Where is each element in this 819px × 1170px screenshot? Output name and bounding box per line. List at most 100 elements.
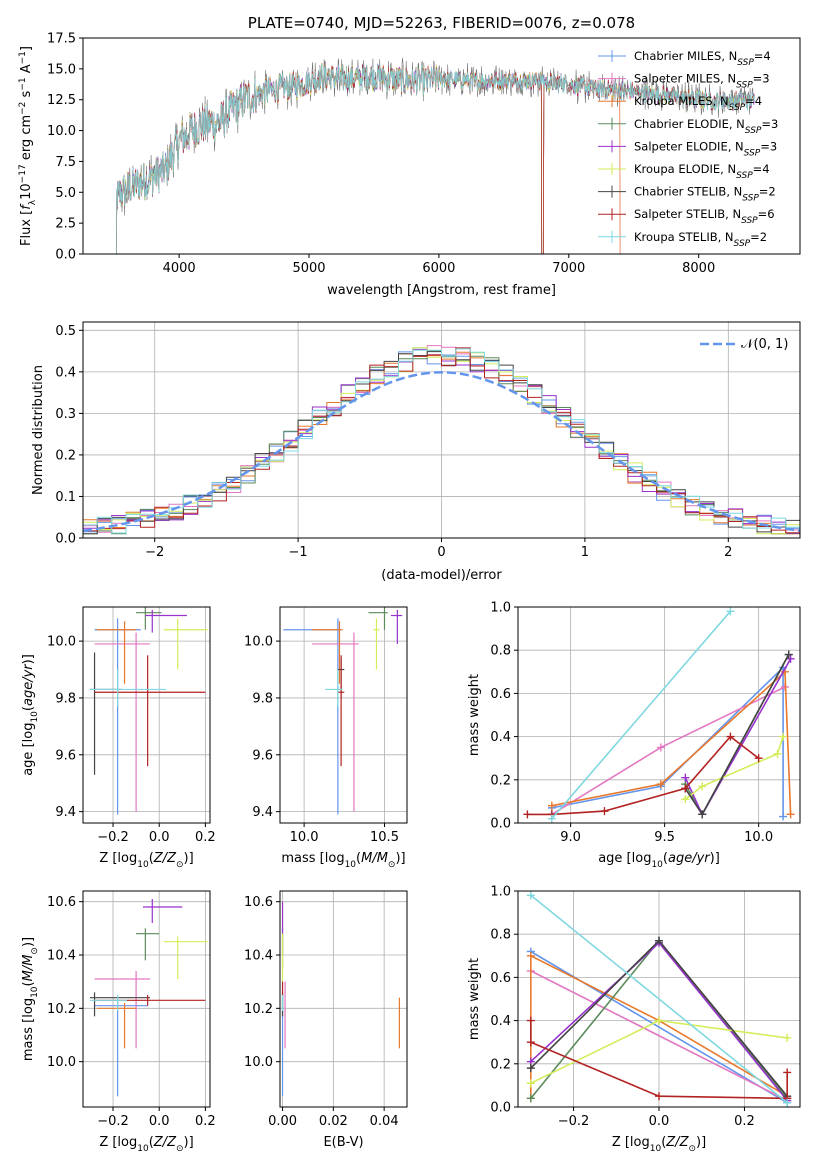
spectrum-ytick-label: 0.0 [55,248,76,263]
errorbar-6-xtick-label: 0.04 [370,1114,399,1129]
massweight-marker [783,1068,792,1077]
massweight-marker [783,1033,792,1042]
errorbar-xlabel: mass [log10(M/M⊙)] [281,851,405,870]
massweight-marker [547,801,556,810]
histogram-plot-area [83,345,800,535]
errorbar-6-ytick-label: 10.6 [244,895,273,910]
massweight-plot-area [523,607,795,823]
massweight-series-line [551,665,784,817]
massweight-ylabel: mass weight [467,674,482,756]
legend-label: Chabrier MILES, NSSP=4 [634,49,771,68]
massweight-7-xtick-label: 0.0 [649,1114,670,1129]
errorbar-3-ytick-label: 9.6 [252,748,273,763]
errorbar-6-ytick-label: 10.4 [244,949,273,964]
massweight-series-line [530,894,788,1104]
errorbar-3-ytick-label: 9.8 [252,691,273,706]
massweight-marker [681,784,690,793]
spectrum-ytick-label: 7.5 [55,155,76,170]
histogram-xtick-label: 2 [724,545,732,560]
spectrum-ytick-label: 5.0 [55,186,76,201]
normal-distribution-curve [83,371,800,532]
massweight-series-line [684,654,790,817]
massweight-marker [754,754,763,763]
massweight-series-line [527,735,760,816]
spectrum-ytick-label: 15.0 [47,62,76,77]
legend-label: 𝒩(0, 1) [741,337,788,352]
errorbar-5-xtick-label: 0.0 [149,1114,170,1129]
massweight-marker [655,1016,663,1025]
errorbar-5-ytick-label: 10.6 [47,895,76,910]
errorbar-5-ytick-label: 10.0 [47,1055,76,1070]
massweight-marker [656,780,665,789]
massweight-7-xtick-label: 0.2 [734,1114,755,1129]
errorbar-xlabel: E(B-V) [323,1135,363,1150]
massweight-marker [547,814,556,823]
spectrum-ytick-label: 12.5 [47,93,76,108]
errorbar-2-ytick-label: 9.4 [55,805,76,820]
errorbar-2-xtick-label: −0.2 [97,830,129,845]
massweight-series-line [684,654,790,816]
massweight-marker [779,732,788,741]
histogram-ylabel: Normed distribution [31,365,46,495]
massweight-axes-frame [517,606,801,824]
legend-label: Chabrier STELIB, NSSP=2 [634,185,776,204]
massweight-marker [526,1064,535,1073]
massweight-4-grid [518,606,800,824]
errorbar-plot-area [281,901,400,1097]
spectrum-xtick-label: 7000 [552,261,585,276]
massweight-marker [656,743,665,752]
spectrum-ytick-label: 17.5 [47,32,76,47]
massweight-4-xtick-label: 9.0 [560,830,581,845]
histogram-xlabel: (data-model)/error [381,568,502,583]
errorbar-2-xtick-label: 0.0 [149,830,170,845]
massweight-4-ytick-label: 1.0 [490,601,511,616]
massweight-series-line [551,670,792,815]
massweight-7-xtick-label: −0.2 [558,1114,590,1129]
errorbar-3-xtick-label: 10.0 [290,830,319,845]
errorbar-axes-frame [279,606,408,824]
spectrum-ytick-label: 2.5 [55,217,76,232]
massweight-marker [523,810,532,819]
histogram-xtick-label: 1 [581,545,589,560]
massweight-7-ytick-label: 0.8 [490,928,511,943]
massweight-marker [526,1079,535,1088]
massweight-marker [655,936,663,945]
massweight-marker [786,810,795,819]
legend-label: Salpeter MILES, NSSP=3 [634,72,770,91]
massweight-series-line [551,610,732,820]
massweight-marker [698,782,707,791]
histogram-ytick-label: 0.5 [55,324,76,339]
errorbar-3-ytick-label: 10.0 [244,635,273,650]
legend-label: Kroupa MILES, NSSP=4 [634,94,762,113]
massweight-marker [784,650,793,659]
legend-label: Chabrier ELODIE, NSSP=3 [634,117,778,136]
spectrum-xtick-label: 5000 [292,261,325,276]
legend-label: Salpeter STELIB, NSSP=6 [634,207,775,226]
massweight-marker [681,773,690,782]
massweight-marker [526,891,535,900]
massweight-7-ytick-label: 1.0 [490,885,511,900]
errorbar-3-xtick-label: 10.5 [370,830,399,845]
spectrum-title: PLATE=0740, MJD=52263, FIBERID=0076, z=0… [248,14,635,32]
spectrum-series-line [116,64,755,254]
errorbar-plot-area [89,607,208,815]
errorbar-6-ytick-label: 10.2 [244,1002,273,1017]
errorbar-3-ytick-label: 9.4 [252,805,273,820]
massweight-marker [779,812,788,821]
errorbar-5-ytick-label: 10.4 [47,949,76,964]
histogram-xtick-label: 0 [437,545,445,560]
errorbar-axes-frame [279,890,408,1108]
legend-label: Kroupa ELODIE, NSSP=4 [634,162,770,181]
errorbar-6-grid [280,891,407,1107]
errorbar-axes-frame [82,606,211,824]
errorbar-6-xtick-label: 0.02 [319,1114,348,1129]
massweight-marker [526,951,535,960]
errorbar-ylabel: age [log10(age/yr)] [21,654,40,776]
errorbar-ylabel: mass [log10(M/M⊙)] [21,937,40,1061]
histogram-xtick-label: −2 [145,545,164,560]
massweight-4-xtick-label: 10.0 [744,830,773,845]
errorbar-5-grid [83,891,210,1107]
massweight-marker [783,1098,792,1107]
spectrum-ytick-label: 10.0 [47,124,76,139]
errorbar-5-ytick-label: 10.2 [47,1002,76,1017]
